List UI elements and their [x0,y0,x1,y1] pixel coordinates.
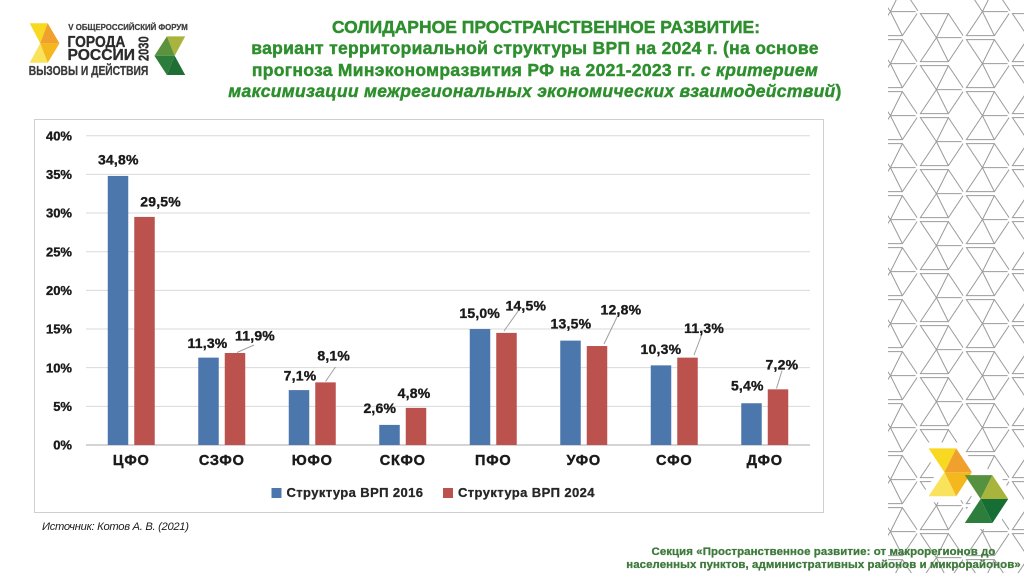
svg-text:5%: 5% [53,399,72,414]
svg-text:7,1%: 7,1% [284,368,317,384]
svg-text:15,0%: 15,0% [459,305,500,321]
svg-text:35%: 35% [46,167,72,182]
svg-text:11,3%: 11,3% [684,320,724,336]
svg-text:7,2%: 7,2% [766,357,799,373]
svg-text:ДФО: ДФО [747,453,783,469]
svg-text:РОССИИ: РОССИИ [68,47,136,64]
svg-text:12,8%: 12,8% [601,302,642,318]
svg-text:СФО: СФО [656,453,693,469]
svg-text:10%: 10% [46,360,72,375]
svg-text:5,4%: 5,4% [731,378,764,394]
svg-text:0%: 0% [53,438,72,453]
svg-text:ВЫЗОВЫ И ДЕЙСТВИЯ: ВЫЗОВЫ И ДЕЙСТВИЯ [29,63,149,78]
svg-text:УФО: УФО [566,453,601,469]
svg-text:Структура ВРП 2024: Структура ВРП 2024 [458,485,595,500]
svg-text:СЗФО: СЗФО [199,453,245,469]
svg-text:34,8%: 34,8% [98,152,139,168]
svg-text:V ОБЩЕРОССИЙСКИЙ ФОРУМ: V ОБЩЕРОССИЙСКИЙ ФОРУМ [68,23,188,32]
svg-text:ГОРОДА: ГОРОДА [68,34,126,51]
svg-text:11,9%: 11,9% [235,327,275,343]
svg-text:2030: 2030 [136,36,153,61]
svg-text:ЮФО: ЮФО [292,453,333,469]
svg-text:14,5%: 14,5% [505,297,546,313]
svg-text:29,5%: 29,5% [140,193,181,209]
svg-text:13,5%: 13,5% [551,316,592,332]
svg-text:25%: 25% [46,244,72,259]
svg-text:8,1%: 8,1% [317,348,350,364]
svg-text:20%: 20% [46,283,72,298]
svg-text:4,8%: 4,8% [398,385,431,401]
svg-text:11,3%: 11,3% [188,335,228,351]
svg-text:30%: 30% [46,206,72,221]
svg-text:СКФО: СКФО [380,453,426,469]
svg-text:Структура ВРП 2016: Структура ВРП 2016 [287,485,424,500]
svg-text:15%: 15% [46,322,72,337]
svg-text:ЦФО: ЦФО [113,453,150,469]
svg-text:2,6%: 2,6% [363,400,396,416]
svg-text:40%: 40% [46,128,72,143]
svg-text:10,3%: 10,3% [641,341,682,357]
svg-text:ПФО: ПФО [475,453,511,469]
